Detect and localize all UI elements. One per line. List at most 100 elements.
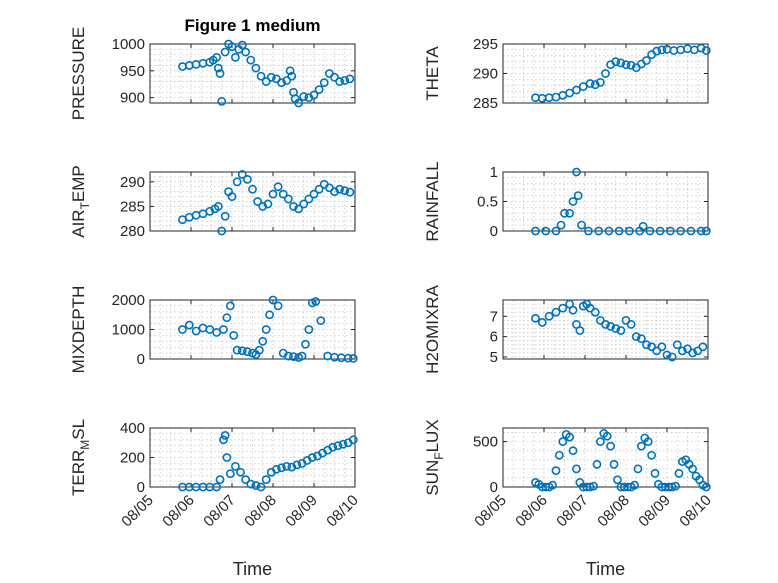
y-tick-label: 5 bbox=[490, 349, 498, 366]
data-point bbox=[666, 226, 675, 236]
y-axis-label: TERRMSL bbox=[69, 419, 92, 496]
data-point bbox=[213, 202, 223, 211]
data-point bbox=[335, 184, 345, 194]
data-point bbox=[595, 437, 605, 447]
data-point bbox=[287, 71, 297, 81]
data-point bbox=[287, 462, 297, 472]
data-point bbox=[631, 332, 641, 342]
data-point bbox=[212, 482, 222, 492]
data-point bbox=[217, 226, 227, 236]
data-point bbox=[672, 340, 682, 350]
x-tick-label: 08/10 bbox=[676, 492, 715, 531]
y-axis-label: PRESSURE bbox=[69, 27, 88, 121]
data-point bbox=[261, 475, 271, 485]
x-tick-label: 08/05 bbox=[471, 492, 510, 531]
y-tick-label: 285 bbox=[120, 198, 145, 215]
data-point bbox=[283, 194, 293, 204]
data-point bbox=[613, 475, 622, 485]
data-point bbox=[638, 221, 648, 231]
data-point bbox=[626, 60, 636, 70]
y-tick-label: 280 bbox=[120, 223, 145, 240]
data-point bbox=[655, 226, 665, 236]
data-point bbox=[256, 482, 266, 492]
data-point bbox=[237, 40, 247, 50]
y-tick-label: 400 bbox=[120, 420, 145, 437]
data-point bbox=[283, 351, 293, 361]
data-point bbox=[241, 475, 251, 485]
data-point bbox=[248, 184, 257, 194]
data-point bbox=[213, 63, 223, 73]
y-tick-label: 0.5 bbox=[477, 194, 498, 211]
data-point bbox=[657, 342, 667, 352]
data-point bbox=[237, 170, 247, 179]
data-point bbox=[251, 63, 261, 73]
data-point bbox=[330, 187, 339, 197]
data-point bbox=[229, 330, 239, 340]
data-point bbox=[541, 226, 551, 236]
y-tick-label: 290 bbox=[473, 66, 498, 83]
data-point bbox=[585, 79, 595, 88]
figure-title: Figure 1 medium bbox=[184, 16, 320, 35]
data-point bbox=[237, 346, 247, 356]
data-point bbox=[575, 326, 585, 335]
data-point bbox=[316, 316, 326, 326]
data-point bbox=[568, 305, 578, 315]
y-axis-label: MIXDEPTH bbox=[69, 286, 88, 374]
data-point bbox=[556, 220, 566, 230]
data-point bbox=[647, 450, 657, 460]
data-point bbox=[297, 351, 307, 361]
data-point bbox=[285, 66, 295, 76]
y-tick-label: 0 bbox=[490, 223, 498, 240]
y-tick-label: 0 bbox=[137, 479, 145, 496]
data-point bbox=[614, 226, 624, 236]
x-tick-label: 08/08 bbox=[594, 492, 633, 531]
data-point bbox=[650, 468, 660, 478]
data-point bbox=[220, 430, 230, 440]
data-point bbox=[219, 325, 228, 334]
data-point bbox=[256, 71, 266, 81]
axes-box bbox=[502, 299, 709, 360]
y-tick-label: 1000 bbox=[112, 322, 145, 339]
y-axis-label: SUNFLUX bbox=[423, 419, 446, 495]
data-point bbox=[609, 459, 619, 469]
y-tick-label: 0 bbox=[490, 479, 498, 496]
data-point bbox=[616, 58, 626, 68]
data-point bbox=[335, 77, 345, 86]
data-point bbox=[241, 47, 251, 57]
data-point bbox=[642, 340, 651, 350]
data-point bbox=[544, 311, 554, 321]
data-point bbox=[225, 301, 235, 311]
data-point bbox=[345, 74, 355, 84]
x-tick-label: 08/06 bbox=[159, 492, 198, 531]
data-point bbox=[258, 336, 268, 346]
data-point bbox=[294, 204, 304, 214]
data-point bbox=[551, 307, 561, 317]
data-point bbox=[584, 226, 593, 236]
data-point bbox=[340, 76, 350, 85]
subplot-mixdepth: 0 1000 2000 MIXDEPTH bbox=[69, 286, 358, 374]
data-point bbox=[537, 317, 547, 327]
x-tick-label: 08/10 bbox=[323, 492, 362, 531]
y-tick-label: 7 bbox=[490, 308, 498, 325]
data-point bbox=[266, 72, 276, 82]
data-point bbox=[294, 98, 304, 108]
y-tick-label: 1 bbox=[490, 164, 498, 181]
data-point bbox=[301, 339, 310, 349]
data-point bbox=[595, 77, 605, 87]
data-point bbox=[314, 85, 324, 94]
data-point bbox=[554, 450, 564, 460]
data-point bbox=[338, 439, 348, 449]
data-point bbox=[231, 53, 240, 62]
data-point bbox=[253, 197, 263, 206]
data-point bbox=[568, 197, 578, 206]
data-point bbox=[696, 226, 706, 236]
data-point bbox=[616, 326, 626, 335]
data-point bbox=[273, 182, 283, 192]
data-point bbox=[645, 226, 655, 236]
data-point bbox=[701, 46, 711, 55]
data-point bbox=[282, 461, 292, 471]
data-point bbox=[696, 43, 706, 53]
data-point bbox=[602, 431, 612, 441]
data-point bbox=[304, 194, 314, 204]
data-point bbox=[272, 464, 281, 474]
